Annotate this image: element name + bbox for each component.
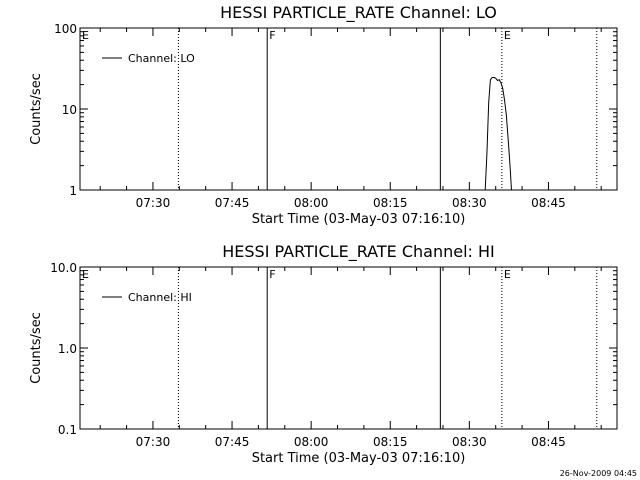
x-axis-label: Start Time (03-May-03 07:16:10) xyxy=(252,212,466,227)
y-tick-label: 1.0 xyxy=(58,342,77,356)
footer-timestamp: 26-Nov-2009 04:45 xyxy=(560,469,637,478)
x-tick-label: 08:00 xyxy=(294,196,329,210)
chart-title: HESSI PARTICLE_RATE Channel: LO xyxy=(220,3,497,23)
x-tick-label: 07:30 xyxy=(136,435,171,449)
y-tick-label: 0.1 xyxy=(58,423,77,437)
x-tick-label: 07:45 xyxy=(215,196,250,210)
x-tick-label: 08:45 xyxy=(531,435,566,449)
x-tick-label: 08:00 xyxy=(294,435,329,449)
y-tick-label: 10.0 xyxy=(50,261,77,275)
y-tick-label: 1 xyxy=(69,184,77,198)
y-axis-label: Counts/sec xyxy=(29,73,44,145)
x-tick-label: 08:30 xyxy=(452,196,487,210)
y-tick-label: 10 xyxy=(62,103,77,117)
legend-label: Channel: HI xyxy=(128,291,192,304)
marker-flag: E xyxy=(504,29,511,42)
marker-flag: E xyxy=(82,29,89,42)
y-tick-label: 100 xyxy=(54,22,77,36)
series-line-0 xyxy=(484,77,512,191)
marker-flag: F xyxy=(269,268,275,281)
marker-flag: F xyxy=(269,29,275,42)
marker-flag: E xyxy=(504,268,511,281)
x-axis-label: Start Time (03-May-03 07:16:10) xyxy=(252,451,466,466)
x-tick-label: 08:45 xyxy=(531,196,566,210)
legend-label: Channel: LO xyxy=(128,52,195,65)
x-tick-label: 08:30 xyxy=(452,435,487,449)
x-tick-label: 08:15 xyxy=(373,435,408,449)
chart-title: HESSI PARTICLE_RATE Channel: HI xyxy=(222,242,495,262)
x-tick-label: 08:15 xyxy=(373,196,408,210)
x-tick-label: 07:45 xyxy=(215,435,250,449)
panel-hi-channel: HESSI PARTICLE_RATE Channel: HI 07:30 07:4… xyxy=(29,242,618,466)
y-axis-label: Counts/sec xyxy=(29,312,44,384)
marker-flag: E xyxy=(82,268,89,281)
x-tick-label: 07:30 xyxy=(136,196,171,210)
panel-lo-channel: HESSI PARTICLE_RATE Channel: LO 07:30 07:4… xyxy=(29,3,618,227)
